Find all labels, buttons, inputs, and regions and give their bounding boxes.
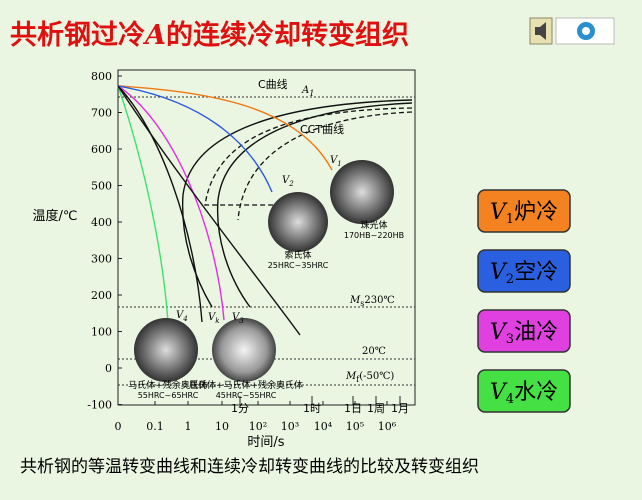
button-v: V <box>490 200 508 225</box>
button-sub: 4 <box>506 392 514 407</box>
cooling-curves <box>117 85 333 336</box>
x-tick-label: 10² <box>249 420 267 433</box>
y-tick-label: 700 <box>91 107 112 120</box>
cooling-button-label: V1炉冷 <box>490 200 558 227</box>
y-tick-label: 100 <box>91 326 112 339</box>
a1-label: A1 <box>301 85 314 98</box>
rate-label-main: V <box>330 155 339 166</box>
x-tick-label: 10⁵ <box>346 420 364 433</box>
rate-label: Vk <box>208 312 219 325</box>
rate-label-main: V <box>282 175 291 186</box>
button-text: 油冷 <box>514 320 558 345</box>
title: 共析钢过冷A的连续冷却转变组织 <box>10 19 409 51</box>
rate-label-sub: k <box>215 317 219 325</box>
structure-name: 珠光体 <box>360 219 387 231</box>
y-tick-label: 400 <box>91 216 112 229</box>
y-tick-label: 200 <box>91 289 112 302</box>
rate-label-sub: 4 <box>182 315 187 323</box>
ms-label: Ms230℃ <box>349 295 395 308</box>
time-mark-label: 1日 <box>344 402 362 415</box>
x-tick-label: 10³ <box>281 420 299 433</box>
structure-name: 屈氏体+马氏体+残余奥氏体 <box>189 379 303 391</box>
time-mark-label: 1时 <box>303 402 321 415</box>
rate-label: V4 <box>176 310 188 323</box>
button-sub: 1 <box>506 212 514 227</box>
y-tick-label: 500 <box>91 180 112 193</box>
structure-hardness: 170HB~220HB <box>344 231 404 240</box>
x-tick-label: 10 <box>215 420 229 433</box>
rate-label: V1 <box>330 155 342 168</box>
y-tick-label: -100 <box>87 399 112 412</box>
rate-label: V3 <box>232 312 244 325</box>
rate-label-main: V <box>176 310 185 321</box>
sound-icon[interactable] <box>529 17 553 45</box>
mf-label: Mf(-50℃) <box>345 371 394 384</box>
x-tick-label: 1 <box>185 420 192 433</box>
cct-curve-label: CCT曲线 <box>300 122 344 136</box>
rate-label-main: V <box>232 312 241 323</box>
plot: 温度/℃ 时间/s 8007006005004003002001000-1000… <box>33 69 416 450</box>
button-sub: 3 <box>506 332 514 347</box>
cooling-button-label: V2空冷 <box>490 260 558 287</box>
button-v: V <box>490 260 508 285</box>
c-curves <box>181 99 413 308</box>
rate-label-sub: 1 <box>337 160 341 168</box>
cooling-button-label: V4水冷 <box>490 380 558 407</box>
c-curve-label: C曲线 <box>258 77 288 91</box>
x-tick-label: 10⁴ <box>314 420 333 433</box>
y-tick-label: 800 <box>91 70 112 83</box>
structure-name: 马氏体+残余奥氏体 <box>128 379 208 391</box>
cooling-button-label: V3油冷 <box>490 320 558 347</box>
button-text: 水冷 <box>514 380 558 405</box>
x-axis-label: 时间/s <box>247 435 284 450</box>
y-tick-label: 600 <box>91 143 112 156</box>
cooling-button[interactable] <box>477 189 571 233</box>
rate-label-sub: 2 <box>288 180 294 188</box>
cooling-button[interactable] <box>477 309 571 353</box>
x-tick-label: 0.1 <box>146 420 164 433</box>
structure-hardness: 55HRC~65HRC <box>138 391 199 400</box>
structure-hardness: 45HRC~55HRC <box>216 391 277 400</box>
micrographs <box>134 160 394 382</box>
cooling-button[interactable] <box>477 369 571 413</box>
app-icon[interactable] <box>555 17 615 45</box>
structure-hardness: 25HRC~35HRC <box>268 261 329 270</box>
caption: 共析钢的等温转变曲线和连续冷却转变曲线的比较及转变组织 <box>20 457 479 477</box>
y-axis-label: 温度/℃ <box>33 208 78 224</box>
button-sub: 2 <box>506 272 514 287</box>
plot-frame <box>117 69 416 406</box>
rate-label-sub: 3 <box>239 317 244 325</box>
button-v: V <box>490 320 508 345</box>
x-tick-label: 10⁶ <box>378 420 397 433</box>
structure-name: 索氏体 <box>284 249 311 261</box>
y-tick-label: 300 <box>91 253 112 266</box>
button-text: 空冷 <box>514 260 558 285</box>
button-text: 炉冷 <box>514 200 558 225</box>
y-tick-label: 0 <box>105 362 112 375</box>
cooling-button[interactable] <box>477 249 571 293</box>
button-v: V <box>490 380 508 405</box>
time-mark-label: 1周 <box>367 402 385 415</box>
time-mark-label: 1分 <box>231 402 249 415</box>
rate-label-main: V <box>208 312 217 323</box>
x-tick-label: 0 <box>115 420 122 433</box>
rate-label: V2 <box>282 175 294 188</box>
room-temp-label: 20℃ <box>362 346 386 357</box>
cct-curves <box>204 107 413 221</box>
time-mark-label: 1月 <box>391 402 409 415</box>
